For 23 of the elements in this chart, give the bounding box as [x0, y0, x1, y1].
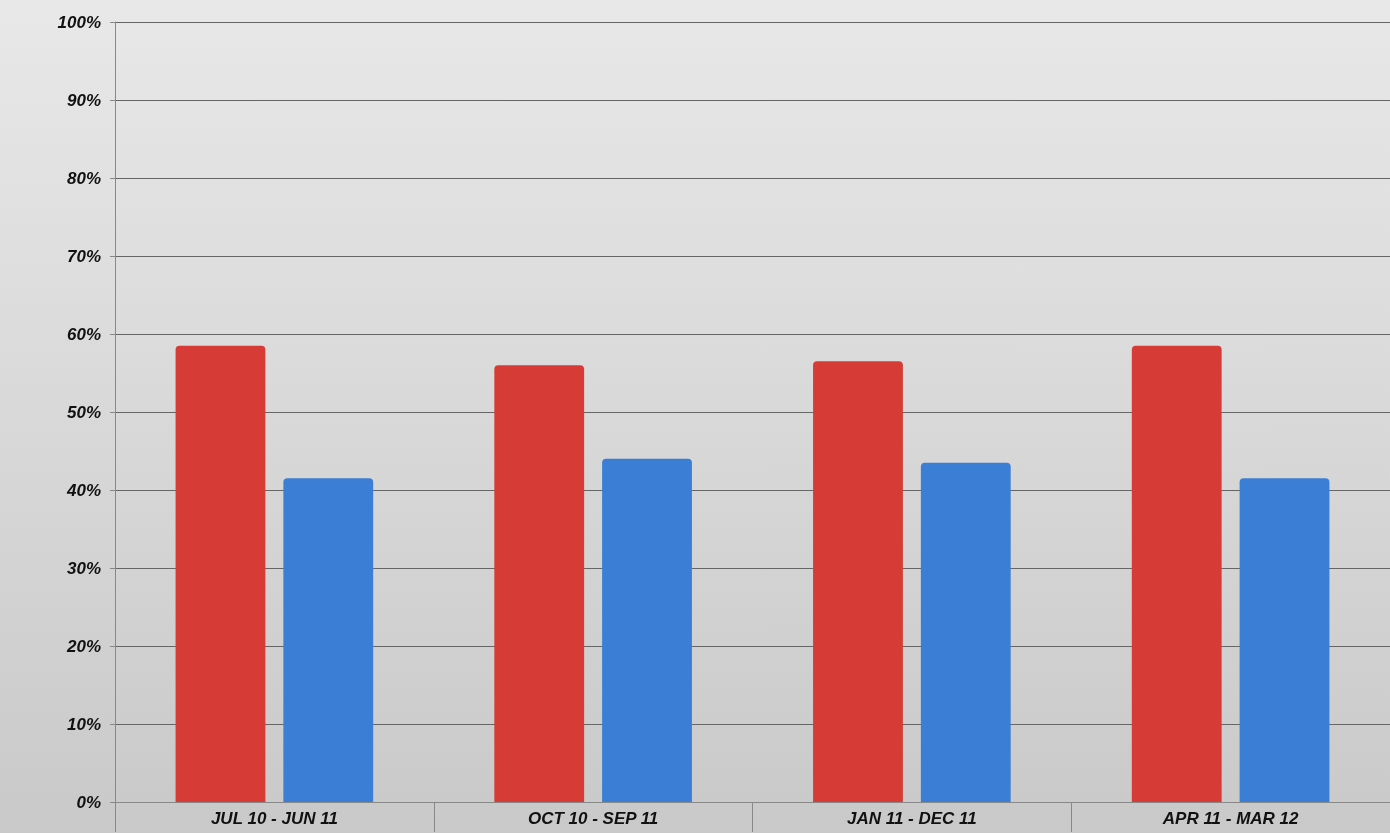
y-tick-label: 100%	[57, 12, 101, 32]
y-tick-label: 40%	[65, 480, 101, 500]
y-tick-label: 80%	[66, 168, 101, 188]
bar	[813, 361, 903, 802]
bar	[283, 478, 374, 802]
y-tick-label: 0%	[76, 792, 101, 812]
x-tick-label: JAN 11 - DEC 11	[847, 809, 977, 828]
y-tick-label: 30%	[66, 558, 101, 578]
y-tick-label: 10%	[66, 714, 101, 734]
y-tick-label: 20%	[65, 636, 101, 656]
x-tick-label: JUL 10 - JUN 11	[210, 809, 338, 828]
bar	[1239, 478, 1330, 802]
y-tick-label: 90%	[66, 90, 101, 110]
bar	[175, 345, 266, 802]
x-tick-label: OCT 10 - SEP 11	[527, 809, 659, 828]
y-tick-label: 60%	[66, 324, 101, 344]
bar	[494, 365, 585, 802]
bar	[920, 462, 1011, 802]
y-tick-label: 70%	[66, 246, 101, 266]
bar	[1131, 345, 1222, 802]
y-tick-label: 50%	[66, 402, 101, 422]
x-tick-label: APR 11 - MAR 12	[1161, 809, 1300, 828]
bar	[602, 458, 692, 802]
